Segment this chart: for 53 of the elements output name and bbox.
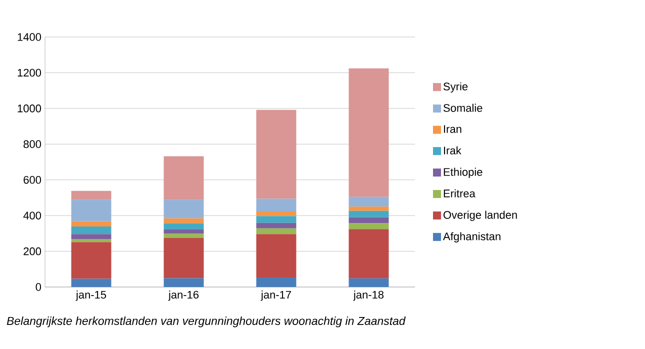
bar [348,229,389,278]
bar [71,221,112,226]
bar [71,190,112,200]
legend-label: Iran [444,125,462,133]
y-tick-label: 800 [24,140,42,148]
bar [164,223,204,230]
bar [348,217,389,224]
bar [164,156,204,200]
bar [71,234,112,239]
bar [71,242,112,279]
y-tick-label: 600 [24,176,42,184]
text: Belangrijkste herkomstlanden van vergunninghouders woonachtig in Zaanstad [6,316,406,328]
legend-label: Irak [444,146,462,154]
bar [256,222,296,228]
bar [164,218,204,224]
bar [71,238,112,242]
bar [348,196,389,207]
legend-label: Afghanistan [443,232,500,242]
y-tick-label: 400 [23,212,42,220]
bar [348,210,389,218]
bar [256,216,296,223]
bar [256,110,296,199]
bar [348,278,389,288]
bar [348,206,389,211]
y-tick-label: 1400 [18,33,42,41]
bar [164,230,204,234]
bar [164,238,204,278]
bar [256,228,296,234]
bar [164,234,204,238]
bar [256,198,296,212]
bar [256,211,296,216]
bar [348,68,389,197]
x-tick-label: jan-15 [76,290,106,301]
bar [256,234,296,278]
bar [71,226,112,234]
y-tick-label: 0 [36,283,42,291]
y-tick-label: 200 [24,247,42,256]
bar [256,278,296,288]
y-tick-label: 1200 [18,68,42,77]
y-tick-label: 1000 [18,104,42,112]
x-tick-label: jan-16 [168,290,199,301]
legend-label: Syrie [444,82,468,93]
legend-label: Ethiopie [444,168,482,178]
x-tick-label: jan-17 [260,290,291,301]
legend-label: Somalie [444,104,482,112]
bar [71,200,112,222]
legend-label: Eritrea [444,189,476,198]
bar [164,200,204,218]
bar [164,278,204,288]
legend-label: Overige landen [444,210,517,221]
bar [348,223,389,230]
bar [71,278,112,288]
x-tick-label: jan-18 [353,290,384,301]
